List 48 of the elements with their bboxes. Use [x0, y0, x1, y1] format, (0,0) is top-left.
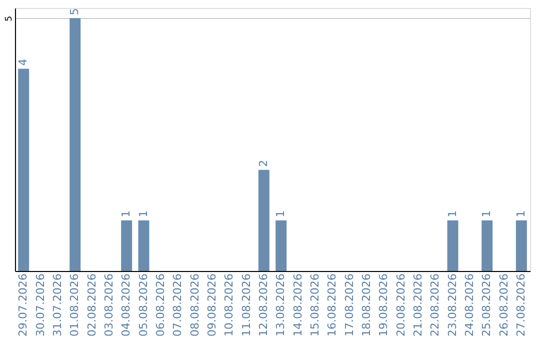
data-label: 5	[68, 8, 82, 16]
data-label: 2	[256, 160, 270, 167]
x-tick-label: 29.07.2026	[16, 274, 30, 336]
x-tick-label: 26.08.2026	[497, 274, 510, 336]
x-tick-label: 12.08.2026	[256, 274, 270, 336]
bar	[258, 170, 270, 271]
x-tick-label: 14.08.2026	[291, 274, 304, 336]
bar	[138, 220, 150, 271]
x-tick-label: 17.08.2026	[342, 274, 356, 336]
data-label: 1	[514, 210, 528, 218]
x-tick-label: 19.08.2026	[377, 274, 390, 336]
x-tick-label: 30.07.2026	[34, 274, 47, 336]
x-tick-label: 16.08.2026	[326, 274, 339, 336]
data-label: 1	[136, 210, 150, 218]
bar	[482, 220, 493, 271]
bar	[70, 18, 81, 271]
x-tick-label: 13.08.2026	[274, 274, 288, 336]
x-tick-label: 05.08.2026	[136, 274, 150, 336]
x-tick-label: 01.08.2026	[68, 274, 82, 336]
x-tick-label: 03.08.2026	[102, 274, 116, 336]
x-tick-label: 02.08.2026	[85, 274, 98, 336]
x-tick-label: 23.08.2026	[446, 274, 459, 336]
data-label: 1	[480, 210, 494, 218]
bar	[516, 220, 527, 271]
x-tick-label: 18.08.2026	[360, 274, 373, 336]
x-tick-label: 20.08.2026	[394, 274, 408, 336]
bar	[276, 220, 287, 271]
data-label: 4	[16, 58, 30, 66]
x-tick-label: 15.08.2026	[308, 274, 322, 336]
data-label: 1	[120, 210, 133, 218]
x-tick-label: 10.08.2026	[222, 274, 236, 336]
bar	[18, 68, 30, 271]
x-tick-label: 21.08.2026	[411, 274, 424, 336]
x-tick-label: 31.07.2026	[50, 274, 64, 336]
x-tick-label: 04.08.2026	[120, 274, 133, 336]
x-tick-label: 09.08.2026	[205, 274, 218, 336]
data-label: 1	[446, 210, 459, 218]
data-label: 1	[274, 210, 288, 218]
bar	[121, 220, 132, 271]
x-tick-label: 07.08.2026	[171, 274, 184, 336]
x-tick-label: 25.08.2026	[480, 274, 494, 336]
bar	[447, 220, 458, 271]
x-tick-label: 06.08.2026	[154, 274, 167, 336]
x-tick-label: 27.08.2026	[514, 274, 528, 336]
x-tick-label: 24.08.2026	[462, 274, 476, 336]
x-tick-label: 22.08.2026	[428, 274, 442, 336]
x-tick-label: 08.08.2026	[188, 274, 202, 336]
x-tick-label: 11.08.2026	[240, 274, 253, 336]
